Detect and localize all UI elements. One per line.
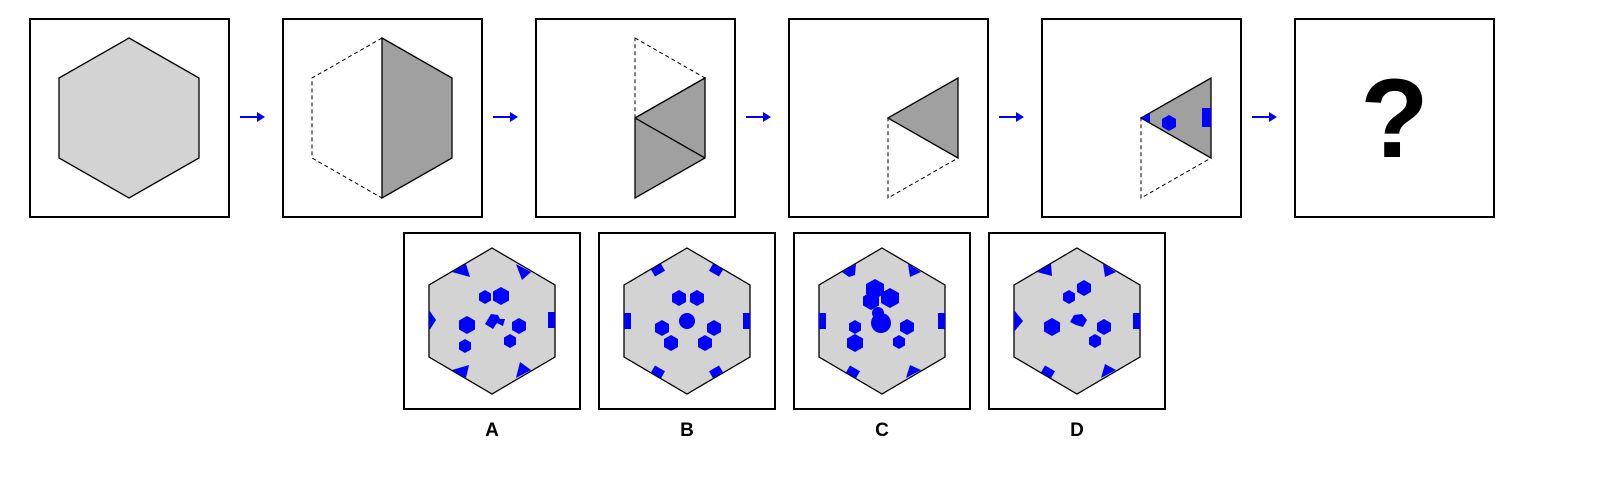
hexagon-hole-icon: [459, 339, 471, 353]
edge-notch-icon: [624, 313, 631, 329]
center-round-hole-icon: [679, 313, 695, 329]
edge-notch-icon: [452, 365, 469, 378]
hexagon-hole-icon: [479, 290, 491, 304]
edge-notch-icon: [1041, 365, 1055, 379]
question-mark: ?: [1360, 55, 1429, 181]
option-c-figure: [818, 247, 946, 395]
sequence-panel-question: ?: [1294, 18, 1495, 218]
edge-notch-icon: [516, 264, 531, 280]
option-label-a: A: [485, 420, 499, 441]
edge-notch-icon: [842, 264, 856, 277]
hexagon-hole-icon: [459, 316, 475, 334]
hexagon-hole-icon: [664, 335, 678, 351]
third-fold-figure: [886, 76, 960, 199]
option-b-figure: [623, 247, 751, 395]
hexagon-hole-icon: [672, 290, 686, 306]
hexagon-hole-icon: [504, 334, 516, 348]
edge-notch-icon: [743, 313, 750, 329]
hexagon-hole-icon: [893, 335, 905, 349]
edge-notch-icon: [1133, 313, 1140, 329]
edge-notch-icon: [548, 312, 555, 328]
sequence-panel-5: [1041, 18, 1242, 218]
arrow-right-icon: [1252, 112, 1277, 122]
arrow-right-icon: [999, 112, 1024, 122]
dark-gray-half-hexagon: [381, 36, 453, 200]
hexagon-hole-icon: [707, 320, 721, 336]
hexagon-hole-icon: [1089, 334, 1101, 348]
option-d-panel[interactable]: [988, 232, 1166, 410]
hexagon-hole-icon: [1162, 115, 1176, 131]
folded-lower-triangle-outline: [1140, 117, 1213, 199]
hexagon-hole-icon: [1063, 290, 1075, 304]
edge-notch-icon: [908, 264, 921, 277]
edge-notch-icon: [651, 263, 665, 277]
center-round-hole-icon: [872, 307, 884, 319]
edge-notch-icon: [709, 365, 723, 379]
full-hexagon-figure: [58, 37, 200, 199]
sequence-panel-1: [29, 18, 230, 218]
edge-notch-icon: [1101, 364, 1116, 378]
hexagon-hole-icon: [1077, 280, 1091, 296]
corner-notch-icon: [429, 310, 436, 331]
hexagon-hole-icon: [849, 320, 861, 334]
edge-notch-icon: [819, 313, 826, 329]
corner-notch-icon: [1014, 310, 1023, 332]
edge-notch-icon: [516, 362, 531, 378]
hexagon-hole-icon: [900, 319, 914, 335]
sequence-panel-2: [282, 18, 483, 218]
cut-figure: [1139, 76, 1213, 199]
light-gray-hexagon: [58, 37, 200, 199]
edge-notch-icon: [846, 365, 860, 379]
edge-notch-icon: [1202, 108, 1211, 127]
option-a-panel[interactable]: [403, 232, 581, 410]
option-label-b: B: [680, 420, 694, 441]
hexagon-hole-icon: [863, 292, 879, 310]
corner-notch-icon: [1141, 113, 1150, 123]
folded-lower-triangle-outline: [887, 117, 960, 199]
edge-notch-icon: [651, 365, 665, 379]
option-label-c: C: [875, 420, 889, 441]
edge-notch-icon: [906, 365, 921, 378]
arrow-right-icon: [493, 112, 518, 122]
option-label-d: D: [1070, 420, 1084, 441]
half-fold-figure: [311, 36, 453, 200]
folded-half-outline: [311, 37, 383, 199]
edge-notch-icon: [1103, 264, 1116, 277]
hexagon-hole-icon: [512, 318, 526, 334]
hexagon-hole-icon: [847, 334, 863, 352]
hexagon-hole-icon: [881, 288, 899, 308]
second-fold-figure: [634, 37, 707, 200]
dark-gray-triangle: [886, 76, 959, 160]
hexagon-hole-icon: [1044, 318, 1060, 336]
hexagon-hole-icon: [1097, 319, 1111, 335]
hexagon-hole-icon: [698, 335, 712, 351]
arrow-right-icon: [240, 112, 265, 122]
option-d-figure: [1013, 247, 1141, 395]
option-b-panel[interactable]: [598, 232, 776, 410]
edge-notch-icon: [938, 313, 945, 329]
center-irregular-hole-icon: [1070, 314, 1087, 327]
hexagon-hole-icon: [655, 320, 669, 336]
center-irregular-hole-icon: [485, 314, 505, 329]
edge-notch-icon: [452, 264, 470, 277]
sequence-panel-4: [788, 18, 989, 218]
arrow-right-icon: [746, 112, 771, 122]
option-c-panel[interactable]: [793, 232, 971, 410]
sequence-panel-3: [535, 18, 736, 218]
edge-notch-icon: [709, 263, 723, 277]
edge-notch-icon: [1037, 264, 1052, 276]
hexagon-hole-icon: [690, 290, 704, 306]
hexagon-hole-icon: [493, 287, 509, 305]
option-a-figure: [428, 247, 556, 395]
